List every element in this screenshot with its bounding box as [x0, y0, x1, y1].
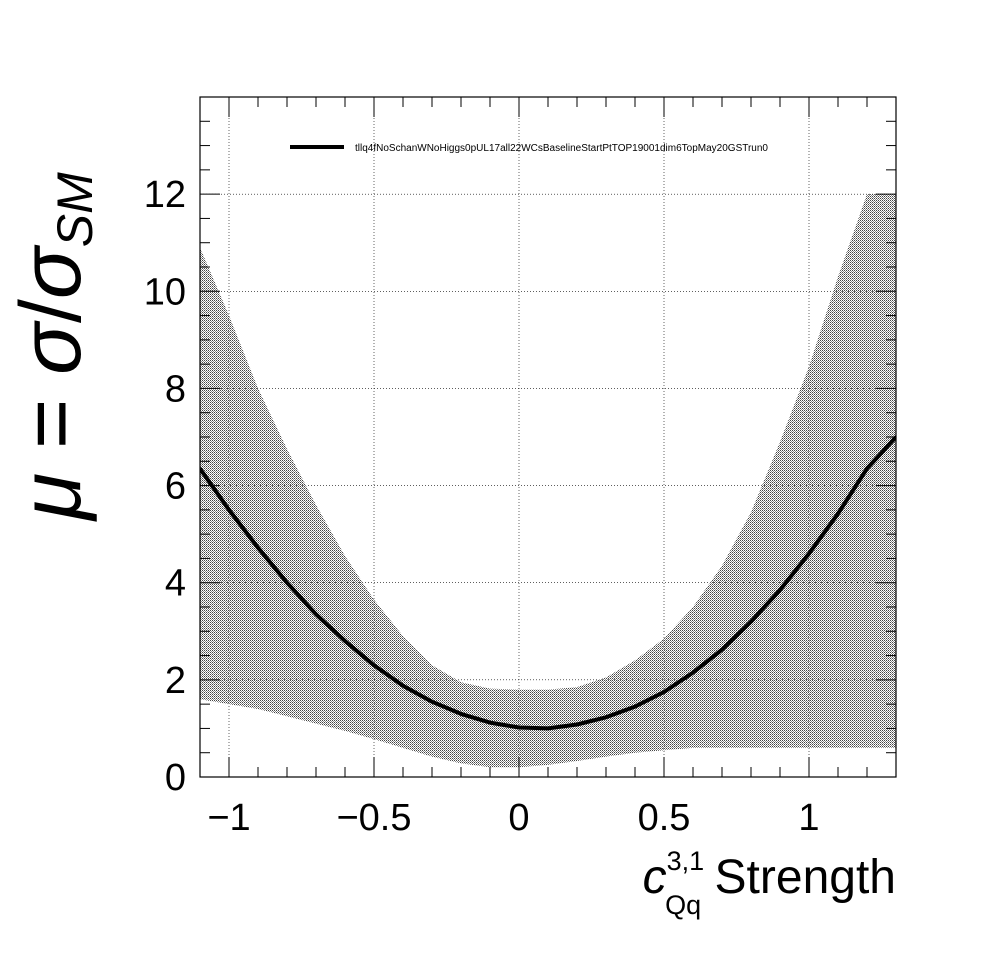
- x-tick-label: 0: [508, 797, 529, 839]
- legend-label: tllq4fNoSchanWNoHiggs0pUL17all22WCsBasel…: [355, 143, 768, 154]
- data-point: [459, 712, 463, 716]
- x-axis-title-sub: Qq: [665, 890, 701, 920]
- x-tick-label: −0.5: [336, 797, 411, 839]
- data-point: [343, 639, 347, 643]
- y-tick-label: 10: [144, 271, 186, 313]
- data-point: [314, 612, 318, 616]
- data-point: [372, 663, 376, 667]
- data-point: [865, 467, 869, 471]
- legend: tllq4fNoSchanWNoHiggs0pUL17all22WCsBasel…: [290, 143, 768, 154]
- x-axis-title-suffix: Strength: [701, 851, 896, 904]
- data-point: [604, 715, 608, 719]
- data-point: [546, 726, 550, 730]
- y-tick-label: 2: [165, 660, 186, 702]
- data-point: [517, 726, 521, 729]
- x-tick-label: 1: [798, 797, 819, 839]
- data-point: [575, 723, 579, 726]
- data-point: [778, 588, 782, 592]
- data-point: [749, 620, 753, 624]
- x-tick-labels: −1 −0.5 0 0.5 1: [207, 797, 819, 839]
- data-point: [691, 671, 695, 675]
- data-point: [227, 508, 231, 512]
- data-point: [401, 684, 405, 688]
- y-axis-title-sigma: σ: [3, 320, 99, 375]
- y-axis-title-mu: μ: [3, 473, 99, 522]
- data-point: [256, 546, 260, 550]
- data-point: [285, 581, 289, 585]
- y-tick-label: 8: [165, 368, 186, 410]
- x-tick-label: −1: [207, 797, 250, 839]
- y-axis-title: μ = σ/σSM: [3, 172, 103, 522]
- y-axis-title-slash: /: [3, 299, 99, 323]
- y-tick-labels: 0 2 4 6 8 10 12: [144, 174, 186, 799]
- y-tick-label: 0: [165, 757, 186, 799]
- y-tick-label: 6: [165, 466, 186, 508]
- y-axis-title-sigma-sm: σ: [3, 244, 99, 299]
- x-axis-title: c3,1 Qq Strength: [643, 846, 896, 920]
- data-point: [633, 705, 637, 709]
- y-tick-label: 12: [144, 174, 186, 216]
- x-axis-title-sup: 3,1: [667, 846, 705, 876]
- data-point: [488, 721, 492, 725]
- data-point: [662, 690, 666, 694]
- x-axis-title-base: c: [643, 851, 667, 904]
- x-tick-label: 0.5: [638, 797, 691, 839]
- uncertainty-band: [200, 194, 896, 768]
- y-axis-title-sm: SM: [47, 172, 103, 247]
- y-axis-title-eq: =: [3, 375, 99, 473]
- data-point: [430, 700, 434, 704]
- y-tick-label: 4: [165, 563, 186, 605]
- axis-ticks: [199, 96, 897, 778]
- data-point: [807, 552, 811, 556]
- data-point: [720, 648, 724, 652]
- data-point: [836, 512, 840, 516]
- series-line-group: [200, 435, 896, 731]
- uncertainty-band-group: [200, 194, 896, 768]
